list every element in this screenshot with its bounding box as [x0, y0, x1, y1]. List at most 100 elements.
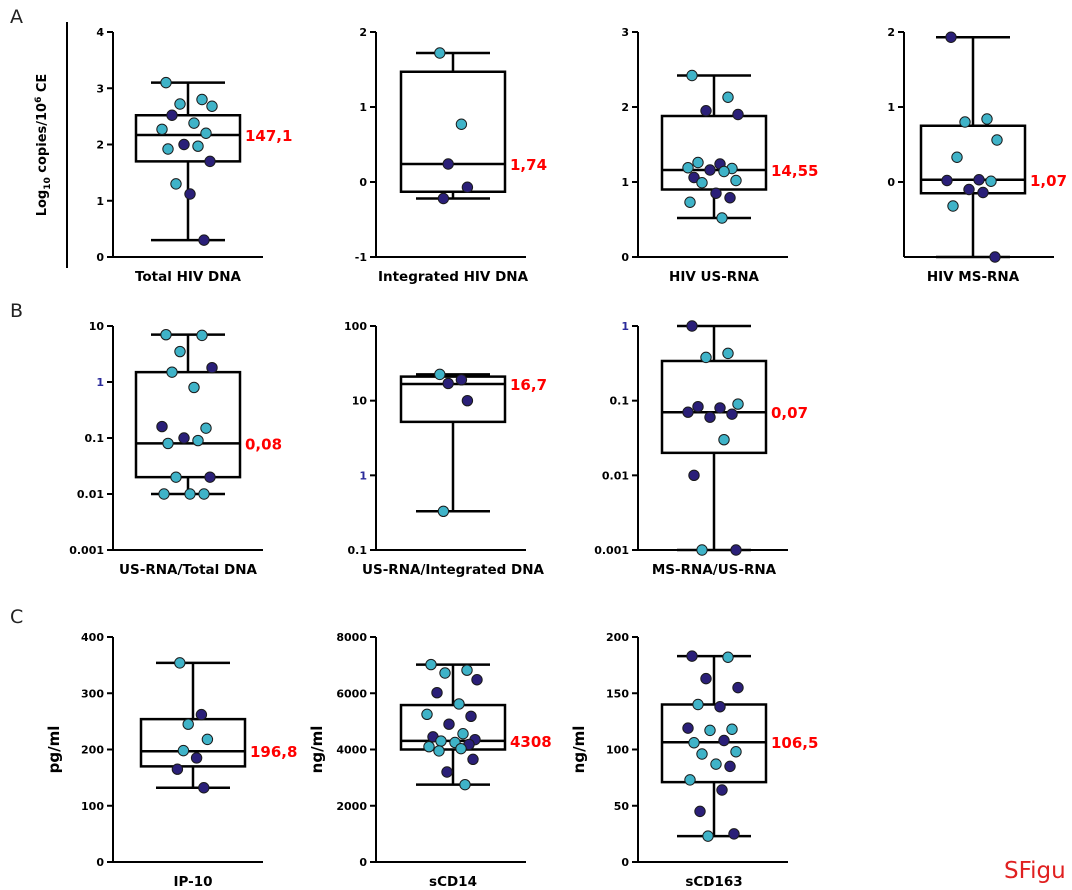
data-point — [722, 651, 734, 663]
data-point — [704, 724, 716, 737]
data-point — [431, 686, 443, 699]
median-value-label: 16,7 — [510, 376, 547, 394]
data-point — [442, 158, 454, 170]
data-point — [201, 733, 214, 746]
data-point — [196, 93, 208, 106]
data-point — [198, 782, 210, 794]
data-point — [198, 234, 210, 246]
y-tick-label: 50 — [614, 800, 630, 813]
y-tick-label: 2 — [887, 26, 895, 39]
x-axis-label: IP-10 — [173, 874, 212, 890]
panel-label-a: A — [10, 6, 23, 28]
y-tick-label: 1 — [359, 469, 367, 482]
data-point — [686, 650, 698, 662]
data-point — [459, 778, 471, 791]
data-point — [192, 140, 204, 152]
y-tick-label: 400 — [81, 631, 104, 644]
data-point — [174, 657, 186, 669]
data-point — [947, 200, 959, 212]
data-point — [195, 708, 208, 721]
iqr-box — [399, 375, 507, 424]
data-point — [156, 420, 168, 433]
data-point — [981, 113, 993, 125]
data-point — [730, 174, 742, 187]
data-point — [692, 698, 704, 711]
data-point — [461, 664, 473, 676]
data-point — [423, 740, 435, 753]
median-value-label: 1,74 — [510, 156, 547, 174]
chart-7: 0.001 0.01 0.1 1 MS-RNA/US-RNA 0,07 — [594, 320, 808, 578]
data-point — [686, 320, 698, 332]
y-tick-label: 4 — [96, 26, 104, 39]
y-tick-label: 0 — [359, 856, 367, 869]
chart-2: -1 0 1 2 Integrated HIV DNA 1,74 — [355, 26, 547, 285]
y-tick-label: 200 — [606, 631, 629, 644]
iqr-box — [134, 370, 242, 479]
panel-label-c: C — [10, 606, 24, 628]
data-point — [732, 681, 744, 694]
y-tick-label: 100 — [81, 800, 104, 813]
y-axis-label: ng/ml — [308, 726, 326, 774]
data-point — [455, 118, 468, 130]
y-tick-label: 10 — [89, 320, 105, 333]
data-point — [686, 69, 698, 82]
data-point — [461, 394, 474, 407]
data-point — [718, 165, 730, 178]
data-point — [188, 117, 200, 129]
data-point — [726, 408, 738, 420]
data-point — [184, 188, 196, 200]
data-point — [434, 47, 446, 59]
data-point — [704, 164, 716, 176]
data-point — [465, 710, 477, 723]
data-point — [696, 748, 708, 760]
data-point — [710, 758, 722, 770]
y-tick-label: 6000 — [336, 687, 367, 700]
data-point — [162, 437, 174, 450]
y-tick-label: 1 — [621, 320, 629, 333]
x-axis-label: HIV US-RNA — [669, 269, 759, 285]
x-axis-label: sCD163 — [685, 874, 742, 890]
x-axis-label: HIV MS-RNA — [927, 269, 1020, 285]
data-point — [989, 251, 1001, 263]
data-point — [730, 544, 742, 556]
y-tick-label: 300 — [81, 687, 104, 700]
data-point — [455, 742, 467, 755]
data-point — [198, 488, 210, 500]
iqr-box — [134, 114, 242, 163]
data-point — [158, 488, 170, 500]
x-axis-label: sCD14 — [429, 874, 477, 890]
x-axis-label: US-RNA/Total DNA — [119, 562, 257, 578]
iqr-box — [660, 359, 768, 455]
data-point — [184, 488, 196, 500]
y-tick-label: 8000 — [336, 631, 367, 644]
data-point — [718, 734, 730, 747]
figure-footer-label: SFigu — [1004, 858, 1066, 884]
data-point — [684, 196, 696, 208]
data-point — [973, 174, 985, 186]
data-point — [688, 737, 700, 749]
data-point — [170, 178, 182, 190]
y-tick-label: 0 — [621, 251, 629, 264]
iqr-box — [399, 70, 507, 193]
chart-1: 0 1 2 3 4 Total HIV DNA 147,1 — [96, 26, 292, 285]
y-tick-label: 0.001 — [594, 544, 629, 557]
shared-y-axis-title-part: copies/10 — [35, 103, 50, 177]
data-point — [696, 544, 708, 556]
data-point — [714, 402, 726, 414]
data-point — [716, 212, 728, 224]
data-point — [433, 745, 445, 757]
data-point — [700, 351, 712, 364]
median-value-label: 14,55 — [771, 162, 818, 180]
data-point — [435, 735, 447, 747]
shared-y-axis-label: Log10 copies/106 CE — [34, 22, 68, 268]
data-point — [724, 760, 736, 773]
x-axis-label: US-RNA/Integrated DNA — [362, 562, 545, 578]
y-tick-label: 100 — [344, 320, 367, 333]
data-point — [177, 744, 190, 757]
data-point — [437, 505, 450, 517]
y-tick-label: 2 — [359, 26, 367, 39]
data-point — [732, 398, 744, 410]
median-value-label: 196,8 — [250, 743, 297, 761]
data-point — [421, 708, 433, 721]
y-axis-label: pg/ml — [45, 726, 63, 774]
